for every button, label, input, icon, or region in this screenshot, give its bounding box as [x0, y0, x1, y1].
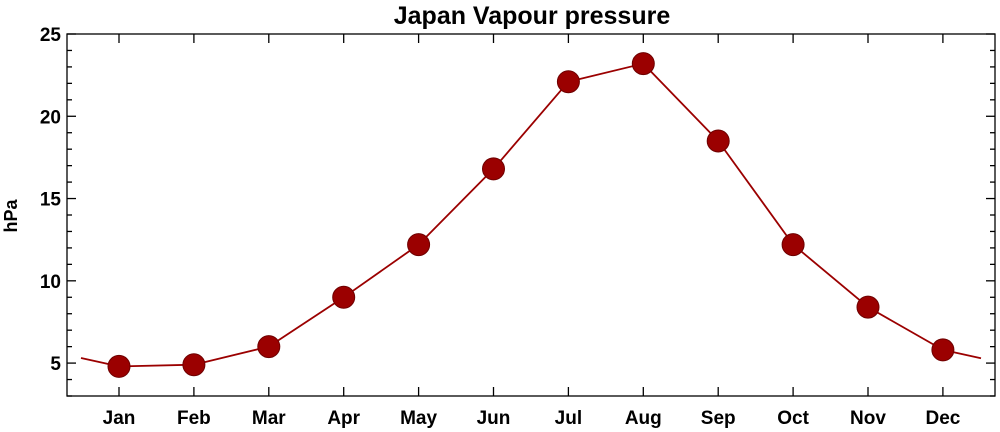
plot-frame	[66, 33, 996, 397]
x-tick-label: Nov	[850, 408, 886, 429]
data-point-sep	[706, 129, 730, 153]
y-tick-label: 15	[40, 190, 62, 211]
data-point-dec	[931, 338, 955, 362]
y-tick-label: 10	[40, 272, 61, 293]
chart-title: Japan Vapour pressure	[394, 2, 671, 30]
x-tick-label: Apr	[327, 408, 360, 429]
x-tick-label: Jun	[477, 408, 511, 429]
x-tick-label: Feb	[177, 408, 211, 429]
tick-labels: 5 10 15 20 25 Jan Feb Mar Apr May Jun Jul Aug Sep Oct N…	[40, 25, 961, 429]
data-point-jul	[556, 70, 580, 94]
series-group	[80, 52, 982, 378]
data-point-oct	[781, 233, 805, 257]
data-point-jun	[482, 157, 505, 181]
axis-ticks	[67, 33, 995, 397]
y-tick-label: 25	[40, 25, 62, 46]
series-line	[80, 62, 982, 368]
x-tick-label: Oct	[777, 408, 809, 429]
data-point-nov	[856, 295, 880, 319]
x-tick-label: Aug	[625, 408, 662, 429]
y-tick-label: 20	[40, 107, 61, 128]
data-point-jan	[107, 354, 131, 378]
x-tick-label: Jan	[103, 408, 136, 429]
data-point-mar	[257, 335, 281, 359]
data-point-apr	[332, 285, 356, 309]
data-point-aug	[631, 52, 655, 76]
x-tick-label: May	[400, 408, 437, 429]
x-tick-label: Dec	[925, 408, 960, 429]
data-point-feb	[182, 353, 206, 377]
x-tick-label: Jul	[555, 408, 582, 429]
y-tick-label: 5	[50, 354, 61, 375]
x-tick-label: Mar	[252, 408, 286, 429]
y-axis-label: hPa	[1, 199, 21, 233]
data-point-may	[407, 233, 431, 257]
x-tick-label: Sep	[701, 408, 736, 429]
